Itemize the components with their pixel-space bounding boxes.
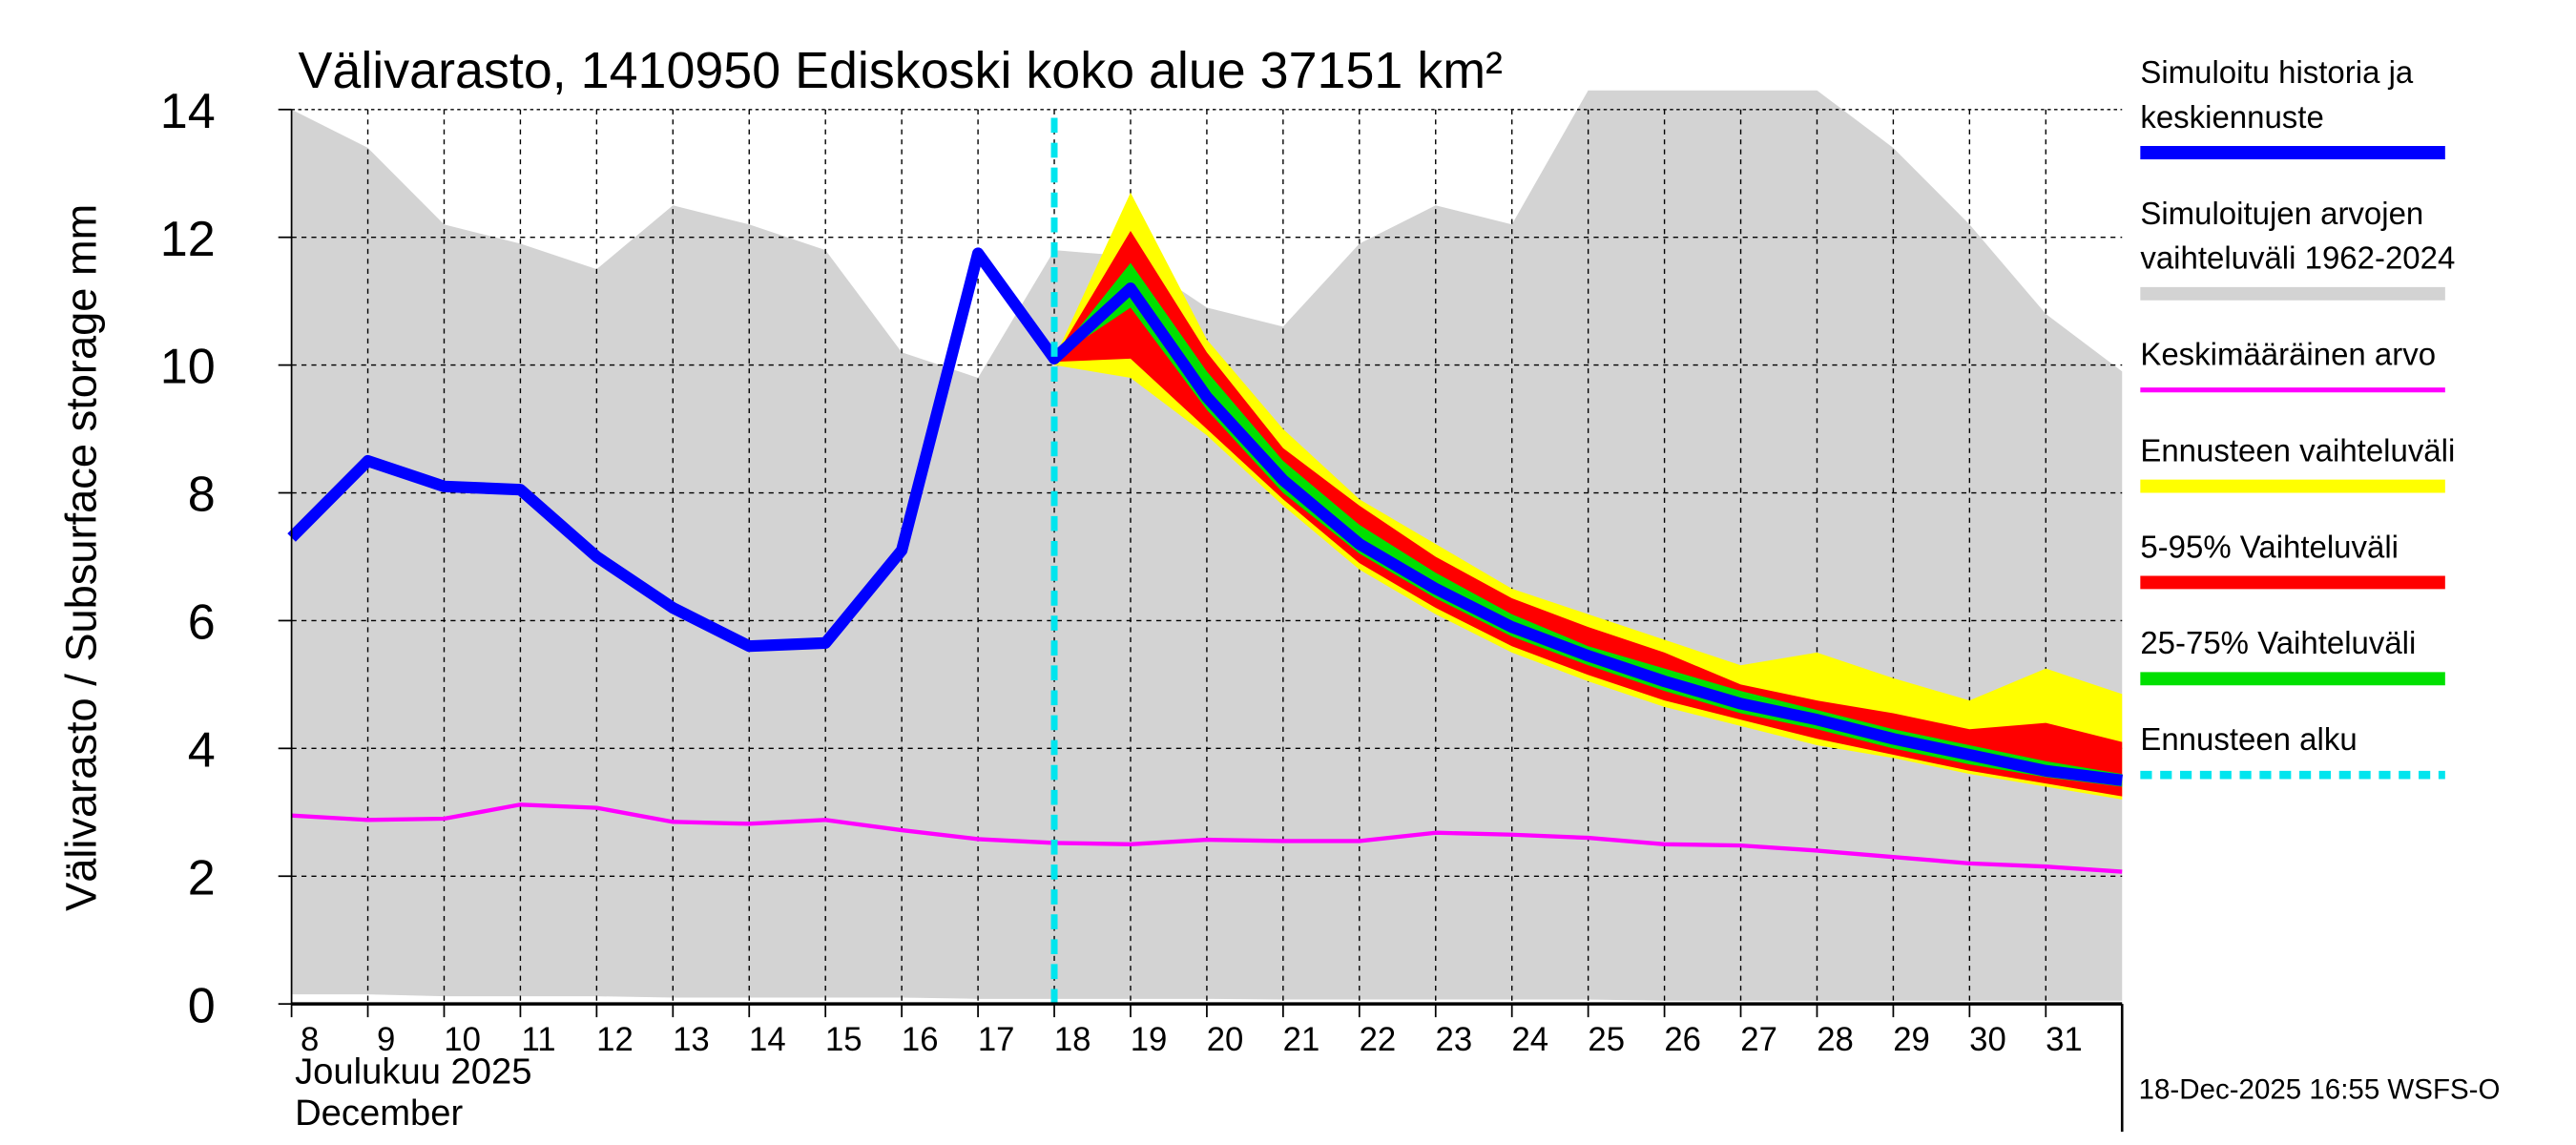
x-tick-label: 12 [596,1022,634,1058]
x-tick-label: 31 [2046,1022,2083,1058]
y-tick-label: 2 [188,850,216,906]
x-tick-label: 19 [1131,1022,1168,1058]
legend-label: Keskimääräinen arvo [2140,337,2436,372]
legend-label: Ennusteen alku [2140,721,2357,757]
x-tick-label: 18 [1054,1022,1091,1058]
legend-label: 25-75% Vaihteluväli [2140,625,2416,660]
x-axis-month-fi: Joulukuu 2025 [295,1051,531,1093]
legend-item: 25-75% Vaihteluväli [2140,625,2445,686]
x-tick-label: 11 [522,1022,556,1058]
legend: Simuloitu historia jakeskiennusteSimuloi… [2140,54,2455,780]
x-tick-label: 27 [1740,1022,1777,1058]
sim-range-band [291,90,2123,1001]
x-tick-label: 23 [1436,1022,1473,1058]
x-tick-label: 28 [1817,1022,1854,1058]
legend-label: 5-95% Vaihteluväli [2140,529,2399,564]
legend-item: Ennusteen alku [2140,721,2445,780]
x-tick-label: 21 [1283,1022,1320,1058]
x-tick-label: 13 [673,1022,710,1058]
x-tick-label: 30 [1969,1022,2006,1058]
y-tick-label: 12 [160,212,216,267]
x-tick-label: 8 [301,1022,319,1058]
sim-history-forecast-line [287,247,2124,786]
y-axis-label: Välivarasto / Subsurface storage mm [57,204,106,911]
legend-label-2: keskiennuste [2140,99,2323,135]
legend-item: 5-95% Vaihteluväli [2140,529,2445,590]
chart-title: Välivarasto, 1410950 Ediskoski koko alue… [299,42,1503,99]
x-tick-label: 17 [978,1022,1015,1058]
legend-label: Simuloitu historia ja [2140,54,2414,90]
legend-item: Ennusteen vaihteluväli [2140,432,2455,493]
x-tick-label: 24 [1511,1022,1548,1058]
x-tick-label: 10 [444,1022,481,1058]
mean-line [291,802,2123,874]
y-tick-label: 6 [188,595,216,651]
legend-label: Simuloitujen arvojen [2140,196,2423,231]
y-tick-label: 4 [188,722,216,778]
y-tick-label: 10 [160,340,216,395]
y-tick-label: 8 [188,468,216,523]
x-tick-label: 9 [377,1022,395,1058]
x-tick-label: 29 [1893,1022,1930,1058]
legend-item: Keskimääräinen arvo [2140,337,2445,393]
legend-item: Simuloitujen arvojen vaihteluväli 1962-20… [2140,196,2455,301]
x-tick-label: 16 [902,1022,939,1058]
legend-label-2: vaihteluväli 1962-2024 [2140,240,2455,276]
x-tick-label: 25 [1588,1022,1625,1058]
x-tick-label: 15 [825,1022,862,1058]
y-tick-label: 14 [160,84,216,139]
legend-label: Ennusteen vaihteluväli [2140,432,2455,468]
x-tick-label: 20 [1207,1022,1244,1058]
x-tick-label: 22 [1360,1022,1397,1058]
p25-75-band [1054,262,2123,787]
legend-item: Simuloitu historia ja keskiennuste [2140,54,2445,159]
y-tick-label: 0 [188,978,216,1033]
x-tick-label: 14 [749,1022,786,1058]
footer-timestamp: 18-Dec-2025 16:55 WSFS-O [2139,1073,2501,1105]
x-tick-label: 26 [1664,1022,1701,1058]
p5-95-band [1054,230,2123,797]
x-axis-month-en: December [295,1093,463,1134]
